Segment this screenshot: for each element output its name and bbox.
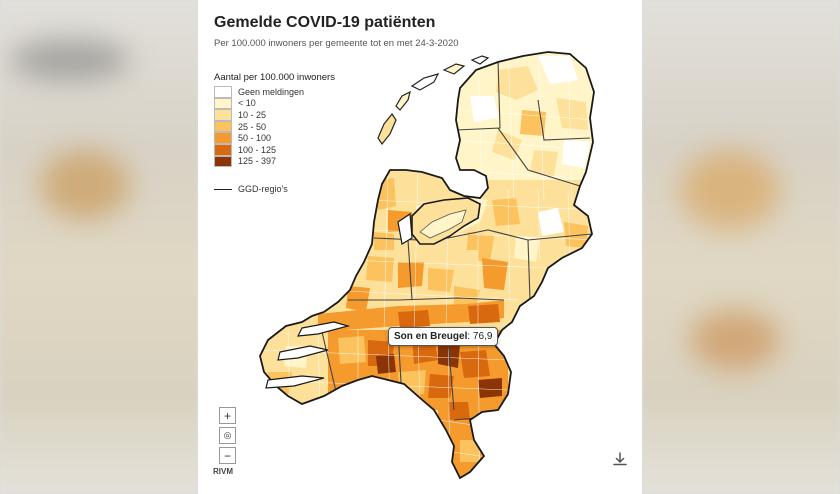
- island-terschelling[interactable]: [410, 73, 440, 91]
- legend-title: Aantal per 100.000 inwoners: [214, 72, 335, 83]
- download-icon[interactable]: [612, 451, 628, 467]
- background-right: [642, 0, 840, 494]
- island-vlieland[interactable]: [395, 90, 411, 111]
- legend-line-swatch: [214, 188, 232, 190]
- municipality[interactable]: [538, 208, 564, 236]
- background-blur-shape: [690, 310, 780, 370]
- legend-ggd-label: GGD-regio's: [238, 184, 288, 195]
- legend-item: 125 - 397: [214, 155, 335, 168]
- ggd-region-borders: [321, 59, 593, 421]
- legend-swatch: [214, 97, 232, 110]
- legend-swatch: [214, 143, 232, 156]
- source-label: RIVM: [213, 467, 233, 476]
- map-legend: Aantal per 100.000 inwoners Geen melding…: [214, 72, 335, 194]
- municipality[interactable]: [366, 256, 394, 282]
- legend-swatch: [214, 109, 232, 121]
- municipality[interactable]: [460, 440, 480, 462]
- legend-item-label: 25 - 50: [238, 121, 267, 132]
- map-tooltip: Son en Breugel: 76,9: [388, 327, 499, 346]
- municipality[interactable]: [530, 150, 558, 176]
- legend-item: 100 - 125: [214, 143, 335, 156]
- island-texel[interactable]: [377, 112, 397, 146]
- municipality[interactable]: [514, 236, 540, 262]
- legend-item: 50 - 100: [214, 132, 335, 144]
- markermeer-water: [397, 212, 413, 245]
- background-blur-shape: [10, 40, 130, 80]
- legend-items: Geen meldingen < 10 10 - 25 25 - 50 50 - 100…: [214, 86, 335, 168]
- municipality[interactable]: [338, 336, 366, 364]
- municipality[interactable]: [556, 98, 588, 130]
- legend-item: 10 - 25: [214, 109, 335, 121]
- background-blur-shape: [40, 150, 130, 220]
- municipality[interactable]: [398, 310, 430, 328]
- legend-swatch: [214, 155, 232, 168]
- island-schiermonnikoog[interactable]: [470, 55, 490, 65]
- background-left: [0, 0, 198, 494]
- zoom-in-button[interactable]: +: [219, 407, 236, 424]
- wadden-islands: [377, 55, 490, 146]
- municipality[interactable]: [496, 66, 538, 100]
- municipality-highlight[interactable]: [376, 354, 396, 374]
- municipality[interactable]: [468, 304, 500, 324]
- flevoland-inner[interactable]: [419, 209, 467, 239]
- legend-item-label: Geen meldingen: [238, 86, 305, 97]
- legend-swatch: [214, 86, 232, 98]
- municipality[interactable]: [478, 378, 502, 398]
- legend-swatch: [214, 120, 232, 133]
- municipality[interactable]: [448, 402, 470, 420]
- municipality[interactable]: [470, 96, 498, 122]
- municipality[interactable]: [492, 130, 522, 160]
- municipality[interactable]: [466, 130, 490, 160]
- municipality[interactable]: [428, 374, 454, 398]
- municipality[interactable]: [428, 268, 454, 292]
- netherlands-map[interactable]: [198, 0, 642, 494]
- legend-item-label: 10 - 25: [238, 109, 267, 120]
- municipality[interactable]: [562, 140, 590, 168]
- map-panel: Gemelde COVID-19 patiënten Per 100.000 i…: [198, 0, 642, 494]
- map-title: Gemelde COVID-19 patiënten: [214, 14, 436, 31]
- legend-item-label: < 10: [238, 98, 256, 109]
- municipality[interactable]: [398, 262, 424, 288]
- zoom-out-button[interactable]: −: [219, 447, 236, 464]
- locate-button[interactable]: ◎: [219, 427, 236, 444]
- map-controls: + ◎ −: [219, 407, 236, 467]
- island-ameland[interactable]: [442, 63, 466, 75]
- legend-item: < 10: [214, 97, 335, 110]
- legend-item-label: 100 - 125: [238, 144, 277, 155]
- legend-item: Geen meldingen: [214, 86, 335, 98]
- map-subtitle: Per 100.000 inwoners per gemeente tot en…: [214, 38, 459, 49]
- zeeland-waters: [265, 321, 351, 389]
- municipality[interactable]: [482, 258, 508, 290]
- tooltip-value: : 76,9: [467, 331, 493, 342]
- legend-item-label: 50 - 100: [238, 133, 272, 144]
- municipality[interactable]: [538, 56, 578, 84]
- municipality[interactable]: [520, 110, 546, 136]
- legend-item: 25 - 50: [214, 120, 335, 133]
- municipality[interactable]: [492, 198, 520, 226]
- legend-item-label: 125 - 397: [238, 156, 277, 167]
- legend-swatch: [214, 132, 232, 144]
- municipality[interactable]: [346, 286, 370, 312]
- background-blur-shape: [680, 150, 780, 230]
- municipality[interactable]: [460, 350, 490, 378]
- tooltip-municipality-name: Son en Breugel: [394, 331, 468, 342]
- legend-ggd-entry: GGD-regio's: [214, 184, 335, 194]
